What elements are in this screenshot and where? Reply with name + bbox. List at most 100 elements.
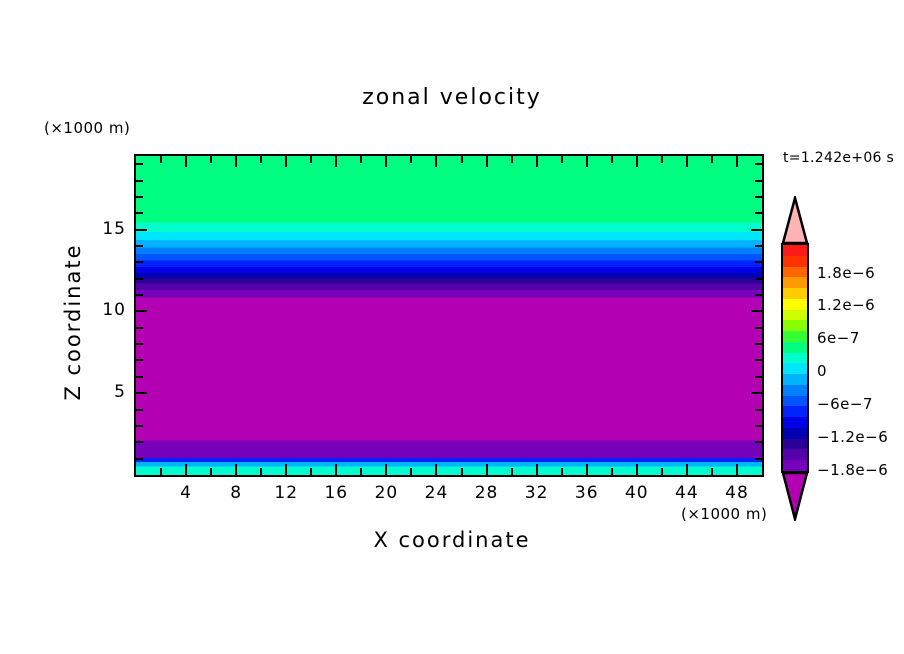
colorbar[interactable]: 1.8e−6 1.2e−6 6e−7 0 −6e−7 −1.2e−6 −1.8e−6 [781,198,903,528]
x-axis-tick [460,468,463,475]
colorbar-tick-label: −6e−7 [817,394,873,413]
x-axis-tick [260,468,263,475]
z-axis-tick [755,457,762,460]
x-tick-label: 16 [324,483,349,503]
x-axis-tick [510,156,513,163]
x-axis-tick [635,464,638,475]
z-axis-tick [136,228,147,231]
x-tick-label: 36 [574,483,599,503]
z-axis-tick [136,343,143,346]
x-tick-label: 8 [230,483,243,503]
x-axis-tick [235,156,238,167]
x-tick-label: 44 [675,483,699,503]
colorbar-tick-label: 6e−7 [817,329,860,348]
x-axis-tick [335,464,338,475]
plot-title-text: zonal velocity [362,85,542,110]
x-axis-tick [185,464,188,475]
z-axis-tick [755,261,762,264]
x-axis-tick [160,468,163,475]
x-axis-tick [660,468,663,475]
z-axis-tick [755,244,762,247]
z-axis-tick [755,408,762,411]
x-axis-tick [685,156,688,167]
x-axis-tick [510,468,513,475]
z-axis-tick [136,310,147,313]
z-axis-tick [136,163,143,166]
z-tick-label: 15 [102,218,126,239]
z-axis-tick [136,326,143,329]
z-axis-tick [136,244,143,247]
z-axis-tick [136,441,143,444]
x-axis-tick [360,468,363,475]
x-axis-tick [735,156,738,167]
x-tick-label: 12 [274,483,299,503]
x-tick-label: 28 [474,483,499,503]
x-axis-tick [360,156,363,163]
x-axis-tick [185,156,188,167]
x-axis-tick [385,156,388,167]
colorbar-tick-label: −1.8e−6 [817,460,889,479]
x-axis-tick [410,156,413,163]
z-axis-tick [136,457,143,460]
z-axis-tick [751,228,762,231]
x-axis-tick [285,156,288,167]
z-axis-tick [136,392,147,395]
z-axis-tick [755,179,762,182]
x-axis-tick [310,468,313,475]
x-axis-tick [585,464,588,475]
time-annotation: t=1.242e+06 s [783,150,895,166]
z-axis-tick [755,163,762,166]
z-axis-tick [136,359,143,362]
x-axis-tick [210,468,213,475]
x-axis-tick [260,156,263,163]
x-axis-tick [560,156,563,163]
x-tick-label: 32 [524,483,549,503]
x-axis-tick [160,156,163,163]
z-tick-label: 10 [102,300,126,321]
colorbar-over-arrow-icon [781,196,809,244]
x-tick-label: 24 [424,483,449,503]
colorbar-bands[interactable] [781,243,809,473]
colorbar-band [783,460,807,471]
colorbar-tick-label: −1.2e−6 [817,427,889,446]
z-axis-tick [136,261,143,264]
z-axis-tick [755,441,762,444]
z-axis-tick [136,179,143,182]
x-axis-tick [710,156,713,163]
colorbar-tick-label: 1.8e−6 [817,263,876,282]
x-axis-tick [485,156,488,167]
z-axis-tick [755,424,762,427]
z-axis-tick [751,310,762,313]
x-axis-tick [460,156,463,163]
x-axis-tick [685,464,688,475]
x-axis-tick [535,464,538,475]
x-axis-tick [710,468,713,475]
z-axis-tick [755,359,762,362]
contour-plot-area[interactable] [134,154,764,477]
z-axis-tick [136,408,143,411]
colorbar-tick-label: 0 [817,362,828,381]
x-axis-tick [610,468,613,475]
z-axis-tick [755,343,762,346]
z-axis-tick [136,375,143,378]
z-axis-title: Z coordinate [61,243,85,401]
x-axis-tick [435,464,438,475]
z-axis-tick [755,195,762,198]
colorbar-tick-label: 1.2e−6 [817,296,876,315]
x-axis-tick [660,156,663,163]
x-axis-tick [235,464,238,475]
x-axis-tick [435,156,438,167]
x-axis-tick [735,464,738,475]
x-axis-tick [585,156,588,167]
x-axis-tick [485,464,488,475]
x-axis-tick [385,464,388,475]
x-axis-tick [285,464,288,475]
z-axis-tick [136,424,143,427]
x-tick-label: 20 [374,483,399,503]
x-axis-tick [610,156,613,163]
z-axis-tick [136,195,143,198]
x-axis-tick [635,156,638,167]
z-axis-tick [755,294,762,297]
colorbar-under-arrow-icon [781,471,809,521]
